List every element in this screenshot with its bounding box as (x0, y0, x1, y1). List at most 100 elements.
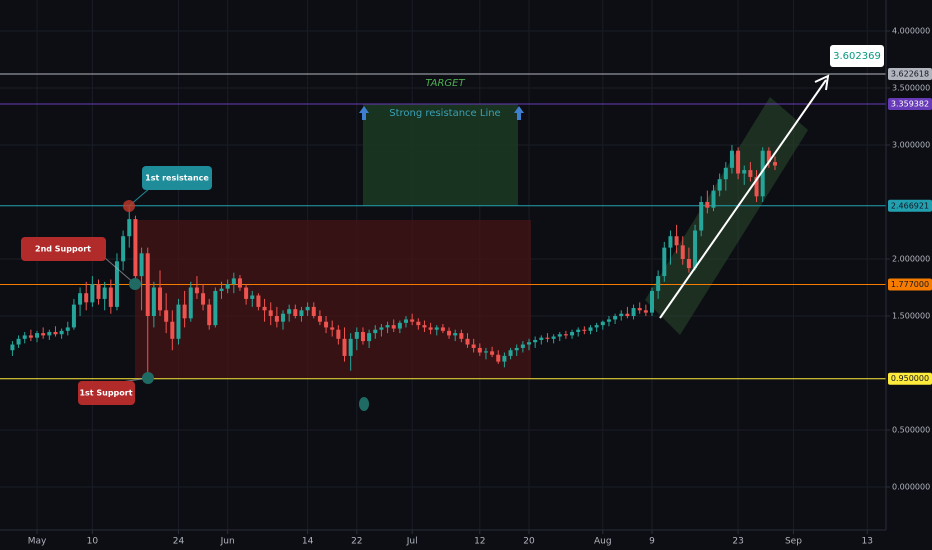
candle-body (760, 150, 765, 197)
y-tick-label: 3.500000 (892, 84, 930, 93)
candle-body (625, 313, 630, 317)
candle-body (121, 236, 126, 262)
candle-body (465, 338, 470, 345)
candle-body (440, 327, 445, 331)
marker (359, 397, 369, 411)
candle-body (139, 253, 144, 277)
candle-body (736, 150, 741, 174)
candle-body (514, 347, 519, 351)
x-tick-label: 13 (862, 537, 873, 547)
candle-body (324, 321, 329, 328)
candle-body (299, 310, 304, 317)
y-tick-label: 1.500000 (892, 312, 930, 321)
arrow-head (814, 74, 830, 91)
candle-body (281, 313, 286, 322)
axis-labels: 0.000000 0.500000 1.500000 2.000000 3.000000… (28, 27, 932, 547)
candle-body (151, 287, 156, 317)
candle-body (637, 308, 642, 311)
candle-body (78, 293, 83, 305)
candle-body (662, 247, 667, 277)
candles (10, 145, 777, 379)
level-label: 0.950000 (891, 374, 929, 383)
x-tick-label: 20 (523, 537, 535, 547)
candle-body (170, 321, 175, 339)
candle-body (748, 170, 753, 177)
x-tick-label: 22 (351, 537, 362, 547)
candle-body (114, 261, 119, 307)
candle-body (164, 310, 169, 322)
candle-body (693, 230, 698, 269)
x-tick-label: Sep (785, 537, 802, 547)
candle-body (527, 342, 532, 345)
candle-body (108, 287, 113, 307)
target-label: TARGET (425, 78, 465, 89)
x-tick-label: Jul (406, 537, 418, 547)
y-tick-label: 4.000000 (892, 27, 930, 36)
level-label: 3.622618 (891, 70, 929, 79)
x-tick-label: 12 (474, 537, 485, 547)
candle-body (250, 295, 255, 299)
candle-body (305, 306, 310, 311)
candle-body (459, 333, 464, 339)
candle-body (348, 338, 353, 356)
x-tick-label: Jun (220, 537, 235, 547)
candle-body (490, 351, 495, 355)
y-tick-label: 0.000000 (892, 483, 930, 492)
candle-body (201, 293, 206, 305)
level-tag (888, 372, 932, 385)
x-tick-label: May (28, 537, 47, 547)
candle-body (502, 355, 507, 362)
candle-body (539, 337, 544, 340)
candle-body (557, 334, 562, 337)
candle-body (28, 335, 33, 338)
candle-body (65, 327, 70, 331)
candle-body (90, 284, 95, 303)
candle-body (594, 325, 599, 328)
x-tick-label: 23 (732, 537, 743, 547)
candle-body (360, 331, 365, 342)
candle-body (194, 287, 199, 294)
x-tick-label: 14 (302, 537, 314, 547)
candle-body (379, 327, 384, 330)
candle-body (41, 333, 46, 336)
candle-body (35, 333, 40, 338)
x-tick-label: 10 (87, 537, 99, 547)
candle-body (22, 335, 27, 339)
candle-body (16, 338, 21, 345)
candle-body (520, 344, 525, 348)
candle-body (53, 331, 58, 335)
first-support: 1st Support (79, 389, 132, 398)
candle-body (373, 329, 378, 334)
candle-body (563, 334, 568, 336)
candle-body (600, 321, 605, 326)
range-box (135, 220, 531, 378)
candle-body (668, 236, 673, 248)
target-arrow (659, 79, 827, 319)
target-callout (830, 45, 884, 67)
candle-body (188, 287, 193, 319)
candle-body (582, 329, 587, 331)
candle-body (182, 304, 187, 319)
candle-body (483, 351, 488, 353)
candle-body (656, 276, 661, 291)
candle-body (570, 331, 575, 336)
candle-body (133, 219, 138, 277)
candle-body (397, 322, 402, 329)
x-tick-label: 9 (649, 537, 655, 547)
first-resistance: 1st resistance (145, 174, 209, 183)
candle-body (330, 327, 335, 330)
candle-body (545, 337, 550, 339)
candle-body (588, 327, 593, 331)
arrow-up (514, 106, 524, 120)
candle-body (342, 338, 347, 356)
candle-body (10, 344, 15, 351)
level-label: 1.777000 (891, 280, 929, 289)
candle-body (650, 290, 654, 313)
level-tag (888, 98, 932, 111)
candle-body (705, 202, 710, 208)
x-tick-label: Aug (594, 537, 612, 547)
label-box (78, 381, 135, 405)
candle-body (262, 306, 267, 311)
candle-body (471, 344, 476, 348)
